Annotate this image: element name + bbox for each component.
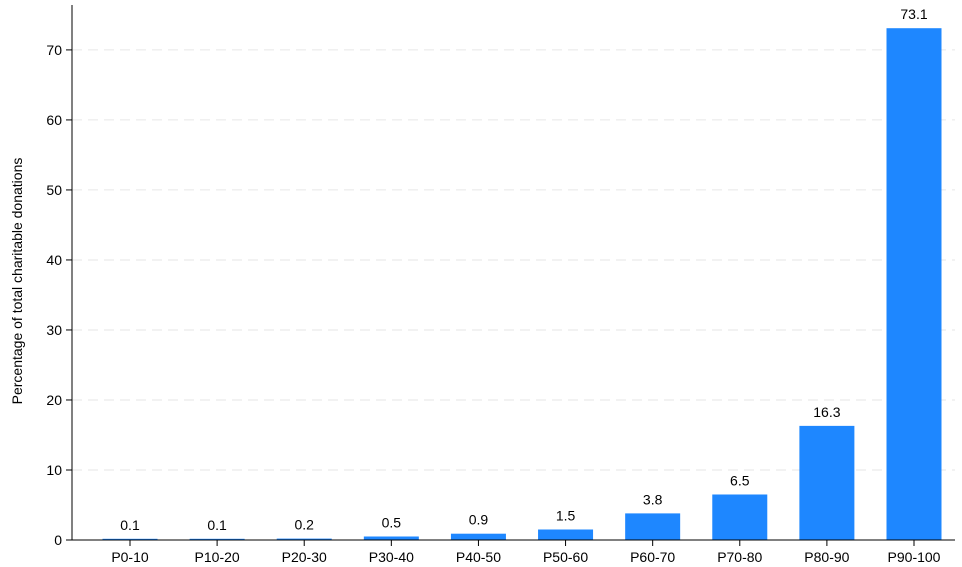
bar-value-label: 6.5 xyxy=(730,472,750,488)
x-tick-label: P60-70 xyxy=(630,549,675,565)
y-ticks: 0 10 20 30 40 50 60 70 xyxy=(46,42,72,548)
y-tick-label: 70 xyxy=(46,42,62,58)
x-tick-label: P20-30 xyxy=(282,549,327,565)
bar-value-label: 0.1 xyxy=(207,517,227,533)
x-ticks: P0-10 P10-20 P20-30 P30-40 P40-50 P50-60 P60-7… xyxy=(111,540,941,565)
y-axis-title: Percentage of total charitable donations xyxy=(9,158,25,405)
bar xyxy=(450,533,506,540)
bar xyxy=(363,536,419,540)
data-labels: 0.1 0.1 0.2 0.5 0.9 1.5 3.8 6.5 16.3 73.1 xyxy=(120,6,928,533)
y-tick-label: 0 xyxy=(54,532,62,548)
bar-value-label: 3.8 xyxy=(643,491,663,507)
x-tick-label: P70-80 xyxy=(717,549,762,565)
gridlines xyxy=(72,49,955,471)
bar xyxy=(799,425,855,540)
bar xyxy=(886,28,942,541)
bar xyxy=(189,538,245,540)
y-tick-label: 30 xyxy=(46,322,62,338)
y-tick-label: 50 xyxy=(46,182,62,198)
bar-value-label: 1.5 xyxy=(556,507,576,523)
bars xyxy=(102,28,942,541)
x-tick-label: P0-10 xyxy=(111,549,149,565)
bar xyxy=(538,529,594,540)
bar xyxy=(712,494,768,540)
x-tick-label: P50-60 xyxy=(543,549,588,565)
x-tick-label: P10-20 xyxy=(195,549,240,565)
x-tick-label: P30-40 xyxy=(369,549,414,565)
y-tick-label: 20 xyxy=(46,392,62,408)
bar-value-label: 0.1 xyxy=(120,517,140,533)
x-tick-label: P40-50 xyxy=(456,549,501,565)
bar-value-label: 0.9 xyxy=(469,512,489,528)
bar-value-label: 16.3 xyxy=(813,404,840,420)
bar xyxy=(102,538,158,540)
bar-value-label: 0.5 xyxy=(382,514,402,530)
y-tick-label: 60 xyxy=(46,112,62,128)
bar-value-label: 73.1 xyxy=(900,6,927,22)
bar-value-label: 0.2 xyxy=(294,517,314,533)
bar xyxy=(276,538,332,540)
bar xyxy=(625,513,681,540)
x-tick-label: P90-100 xyxy=(888,549,941,565)
y-tick-label: 10 xyxy=(46,462,62,478)
y-tick-label: 40 xyxy=(46,252,62,268)
axes xyxy=(71,5,955,541)
x-tick-label: P80-90 xyxy=(804,549,849,565)
